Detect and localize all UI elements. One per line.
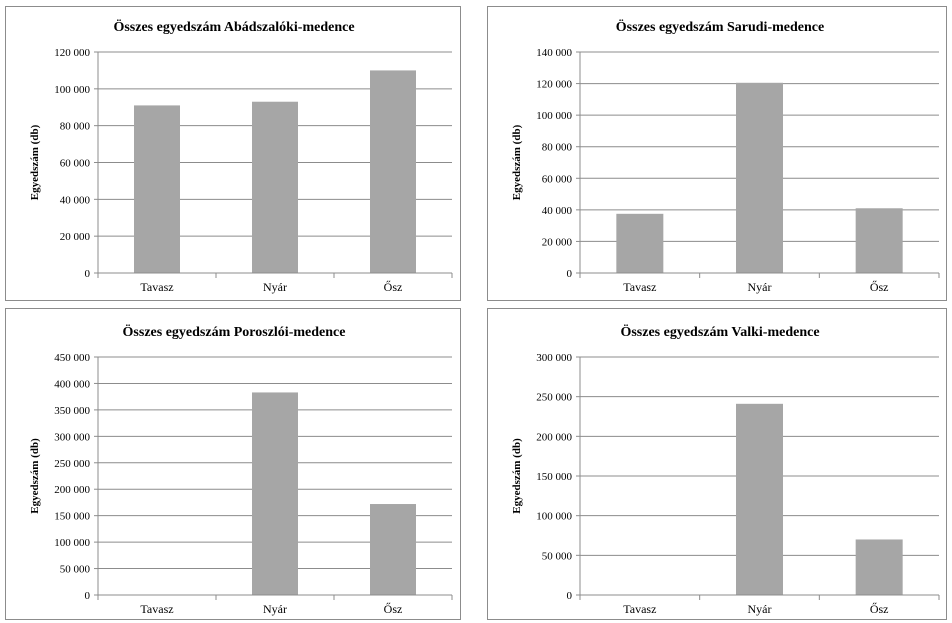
x-tick-label: Ősz: [384, 602, 403, 616]
bar-tavasz: [134, 105, 180, 274]
x-tick-label: Nyár: [263, 280, 287, 294]
chart-panel-sarudi: Összes egyedszám Sarudi-medence Egyedszá…: [487, 6, 947, 301]
y-tick-label: 100 000: [536, 511, 572, 523]
y-tick-label: 300 000: [536, 352, 572, 364]
y-tick-label: 100 000: [536, 110, 572, 122]
y-tick-label: 200 000: [54, 484, 90, 496]
y-tick-label: 100 000: [54, 84, 90, 96]
x-tick-label: Nyár: [748, 602, 772, 616]
y-tick-label: 150 000: [54, 511, 90, 523]
bar-ősz: [855, 539, 903, 595]
y-axis-label: Egyedszám (db): [29, 124, 41, 200]
chart-title: Összes egyedszám Sarudi-medence: [616, 18, 824, 35]
y-tick-label: 250 000: [54, 458, 90, 470]
y-tick-label: 200 000: [536, 431, 572, 443]
y-tick-label: 250 000: [536, 392, 572, 404]
chart-valki: Összes egyedszám Valki-medence Egyedszám…: [511, 323, 940, 616]
y-tick-label: 350 000: [54, 405, 90, 417]
y-tick-label: 0: [567, 590, 573, 602]
y-tick-label: 20 000: [542, 236, 573, 248]
chart-panel-poroszloi: Összes egyedszám Poroszlói-medence Egyed…: [5, 308, 461, 620]
y-axis-label: Egyedszám (db): [511, 124, 523, 200]
y-tick-label: 300 000: [54, 431, 90, 443]
y-tick-label: 80 000: [60, 121, 91, 133]
x-tick-label: Ősz: [870, 280, 889, 294]
chart-panel-abadszaloki: Összes egyedszám Abádszalóki-medence Egy…: [5, 6, 461, 301]
y-tick-label: 40 000: [60, 194, 91, 206]
y-tick-label: 400 000: [54, 378, 90, 390]
y-tick-label: 120 000: [54, 47, 90, 59]
y-tick-label: 0: [567, 268, 573, 280]
bar-ősz: [370, 504, 416, 595]
y-tick-label: 450 000: [54, 352, 90, 364]
bar-ősz: [855, 208, 903, 273]
y-axis-label: Egyedszám (db): [511, 438, 523, 514]
y-tick-label: 100 000: [54, 537, 90, 549]
y-tick-label: 60 000: [542, 173, 573, 185]
x-tick-label: Nyár: [263, 602, 287, 616]
y-tick-label: 50 000: [542, 550, 573, 562]
y-tick-label: 50 000: [60, 564, 91, 576]
chart-title: Összes egyedszám Abádszalóki-medence: [113, 18, 354, 35]
bar-nyár: [736, 82, 783, 274]
x-tick-label: Ősz: [384, 280, 403, 294]
x-tick-label: Tavasz: [623, 280, 656, 294]
y-axis-label: Egyedszám (db): [29, 438, 41, 514]
chart-title: Összes egyedszám Valki-medence: [620, 323, 819, 340]
y-tick-label: 40 000: [542, 205, 573, 217]
bar-ősz: [370, 70, 416, 273]
chart-title: Összes egyedszám Poroszlói-medence: [123, 323, 346, 340]
y-tick-label: 20 000: [60, 231, 91, 243]
y-tick-label: 80 000: [542, 142, 573, 154]
y-tick-label: 0: [85, 268, 91, 280]
chart-poroszloi: Összes egyedszám Poroszlói-medence Egyed…: [29, 323, 453, 616]
chart-panel-valki: Összes egyedszám Valki-medence Egyedszám…: [487, 308, 947, 620]
y-tick-label: 120 000: [536, 79, 572, 91]
y-tick-label: 0: [85, 590, 91, 602]
y-tick-label: 60 000: [60, 158, 91, 170]
x-tick-label: Tavasz: [140, 280, 173, 294]
bar-nyár: [736, 403, 783, 595]
bar-nyár: [252, 392, 298, 595]
x-tick-label: Nyár: [748, 280, 772, 294]
chart-sarudi: Összes egyedszám Sarudi-medence Egyedszá…: [511, 18, 940, 294]
bar-nyár: [252, 101, 298, 273]
x-tick-label: Ősz: [870, 602, 889, 616]
y-tick-label: 150 000: [536, 471, 572, 483]
x-tick-label: Tavasz: [623, 602, 656, 616]
chart-abadszaloki: Összes egyedszám Abádszalóki-medence Egy…: [29, 18, 453, 294]
x-tick-label: Tavasz: [140, 602, 173, 616]
bar-tavasz: [616, 213, 664, 273]
y-tick-label: 140 000: [536, 47, 572, 59]
